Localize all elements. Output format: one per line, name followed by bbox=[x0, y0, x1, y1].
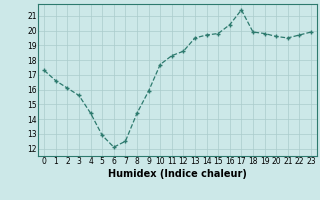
X-axis label: Humidex (Indice chaleur): Humidex (Indice chaleur) bbox=[108, 169, 247, 179]
